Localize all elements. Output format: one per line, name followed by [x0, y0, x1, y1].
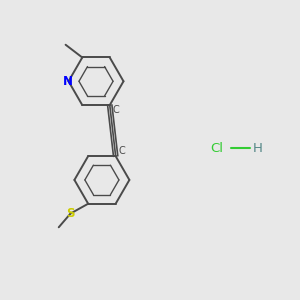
Text: C: C: [113, 105, 119, 115]
Text: C: C: [119, 146, 125, 156]
Text: H: H: [253, 142, 263, 154]
Text: N: N: [63, 75, 73, 88]
Text: S: S: [66, 207, 75, 220]
Text: Cl: Cl: [210, 142, 223, 154]
